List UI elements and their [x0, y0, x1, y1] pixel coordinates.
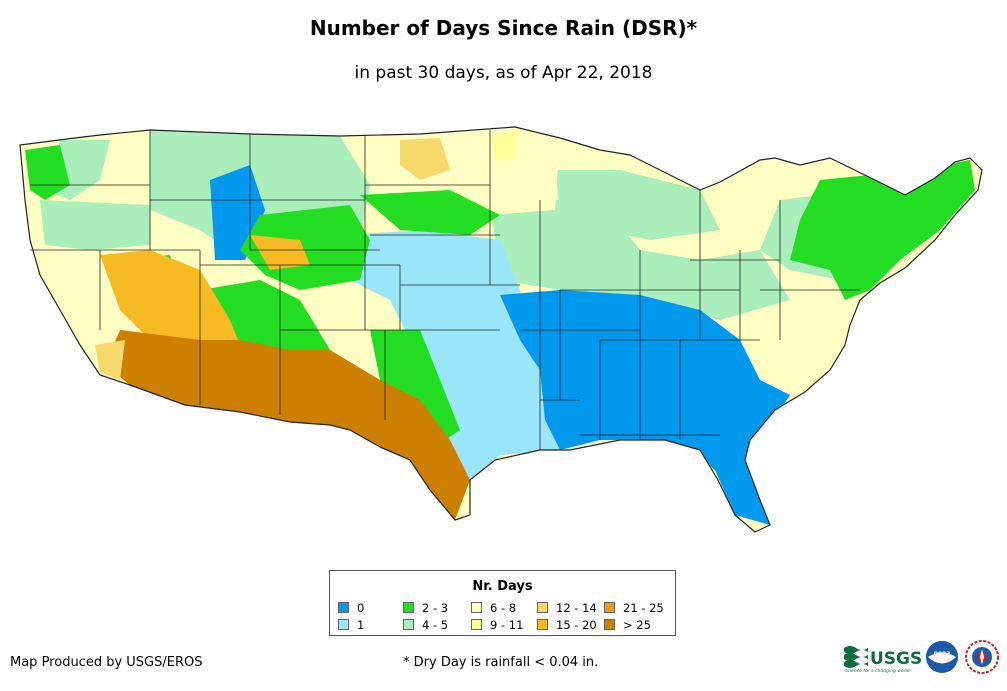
- region-wa-green: [25, 145, 70, 200]
- region-upper-midwest-light-green: [555, 170, 720, 240]
- region-colorado-orange: [250, 235, 310, 270]
- legend-box: Nr. Days 0 1 2 - 3 4 - 5 6 - 8 9 - 11 12…: [329, 570, 676, 636]
- legend-label: 0: [357, 601, 365, 615]
- region-ne-green: [790, 160, 975, 300]
- legend-label: 12 - 14: [556, 601, 597, 615]
- legend-swatch: [338, 602, 349, 613]
- state-borders: [19, 126, 983, 533]
- legend-label: 6 - 8: [490, 601, 517, 615]
- usgs-logo-text: USGS: [870, 649, 922, 669]
- legend-swatch: [537, 602, 548, 613]
- legend-label: > 25: [623, 618, 651, 632]
- legend-swatch: [471, 619, 482, 630]
- legend-swatch: [604, 619, 615, 630]
- dsr-map: [19, 126, 983, 533]
- legend-item: 6 - 8: [471, 602, 516, 614]
- noaa-logo: noaa: [926, 641, 958, 673]
- legend-swatch: [471, 602, 482, 613]
- legend-label: 9 - 11: [490, 618, 524, 632]
- region-central-plains-light-blue: [345, 230, 560, 480]
- legend-item: 1: [338, 619, 364, 631]
- region-nd-yellow: [400, 138, 450, 180]
- legend-item: 15 - 20: [537, 619, 597, 631]
- legend-item: 4 - 5: [403, 619, 448, 631]
- legend-swatch: [403, 602, 414, 613]
- footnote: * Dry Day is rainfall < 0.04 in.: [403, 655, 599, 670]
- noaa-logo-text: noaa: [934, 650, 951, 657]
- region-mn-yellow: [490, 130, 520, 160]
- region-southeast-blue: [500, 290, 790, 525]
- region-sw-green: [200, 280, 330, 360]
- legend-item: 0: [338, 602, 364, 614]
- map-credit: Map Produced by USGS/EROS: [10, 655, 203, 670]
- region-sw-gold: [95, 340, 125, 380]
- region-texas-green: [370, 330, 460, 450]
- legend-label: 4 - 5: [422, 618, 449, 632]
- legend-label: 1: [357, 618, 365, 632]
- usgs-logo: USGS science for a changing world: [844, 646, 922, 674]
- legend-swatch: [537, 619, 548, 630]
- legend-label: 15 - 20: [556, 618, 597, 632]
- usgs-tagline: science for a changing world: [845, 668, 910, 674]
- legend-label: 21 - 25: [623, 601, 664, 615]
- legend-label: 2 - 3: [422, 601, 449, 615]
- legend-swatch: [604, 602, 615, 613]
- legend-item: 2 - 3: [403, 602, 448, 614]
- legend-item: 21 - 25: [604, 602, 664, 614]
- legend-item: 9 - 11: [471, 619, 523, 631]
- region-sw-brown: [105, 330, 470, 520]
- map-subtitle: in past 30 days, as of Apr 22, 2018: [354, 63, 653, 83]
- legend-item: > 25: [604, 619, 651, 631]
- nws-logo: [965, 640, 999, 674]
- map-title: Number of Days Since Rain (DSR)*: [309, 16, 698, 40]
- region-nd-green: [360, 190, 500, 235]
- legend-title: Nr. Days: [472, 579, 533, 594]
- legend-item: 12 - 14: [537, 602, 597, 614]
- legend-swatch: [403, 619, 414, 630]
- region-west-light-green: [40, 200, 150, 250]
- legend-swatch: [338, 619, 349, 630]
- region-sw-orange: [100, 250, 240, 350]
